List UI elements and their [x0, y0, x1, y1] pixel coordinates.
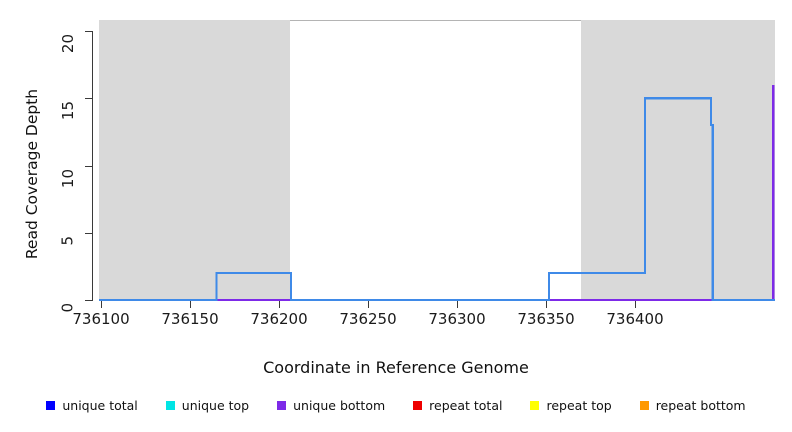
- x-tick-label-736150: 736150: [161, 310, 219, 328]
- x-tick-736200: [279, 301, 281, 308]
- x-tick-736300: [457, 301, 459, 308]
- legend-item-repeat-top[interactable]: repeat top: [530, 398, 612, 413]
- legend-label: repeat bottom: [655, 398, 746, 413]
- legend-swatch-icon: [277, 401, 287, 410]
- legend-label: repeat total: [429, 398, 503, 413]
- x-tick-label-736100: 736100: [72, 310, 130, 328]
- shaded-region-right: [581, 20, 775, 300]
- y-tick-15: [85, 98, 92, 100]
- legend-label: unique total: [62, 398, 138, 413]
- legend-swatch-icon: [639, 401, 649, 410]
- legend-swatch-icon: [413, 401, 423, 410]
- legend-item-repeat-bottom[interactable]: repeat bottom: [639, 398, 746, 413]
- legend-label: unique top: [181, 398, 250, 413]
- y-tick-10: [85, 166, 92, 168]
- x-tick-label-736350: 736350: [517, 310, 575, 328]
- x-tick-736350: [546, 301, 548, 308]
- legend-item-unique-bottom[interactable]: unique bottom: [277, 398, 385, 413]
- legend-item-unique-total[interactable]: unique total: [46, 398, 138, 413]
- x-tick-label-736400: 736400: [606, 310, 664, 328]
- legend-swatch-icon: [530, 401, 540, 410]
- legend-label: repeat top: [546, 398, 612, 413]
- series-unique-total: [99, 97, 775, 302]
- y-axis-line: [92, 31, 94, 301]
- plot-top-rule: [99, 20, 775, 21]
- x-tick-736250: [368, 301, 370, 308]
- legend-swatch-icon: [165, 401, 175, 410]
- y-tick-0: [85, 300, 92, 302]
- legend-item-repeat-total[interactable]: repeat total: [413, 398, 502, 413]
- plot-area: [99, 20, 775, 300]
- shaded-region-left: [99, 20, 290, 300]
- legend-swatch-icon: [46, 401, 56, 410]
- x-axis-title: Coordinate in Reference Genome: [263, 358, 529, 377]
- y-tick-5: [85, 233, 92, 235]
- chart-legend: unique total unique top unique bottom re…: [0, 398, 792, 413]
- series-unique-bottom: [99, 84, 775, 302]
- x-tick-736150: [190, 301, 192, 308]
- x-tick-736100: [101, 301, 103, 308]
- x-tick-label-736250: 736250: [339, 310, 397, 328]
- x-tick-736400: [635, 301, 637, 308]
- legend-item-unique-top[interactable]: unique top: [165, 398, 250, 413]
- x-tick-label-736200: 736200: [250, 310, 308, 328]
- legend-label: unique bottom: [293, 398, 386, 413]
- y-tick-20: [85, 31, 92, 33]
- x-tick-label-736300: 736300: [428, 310, 486, 328]
